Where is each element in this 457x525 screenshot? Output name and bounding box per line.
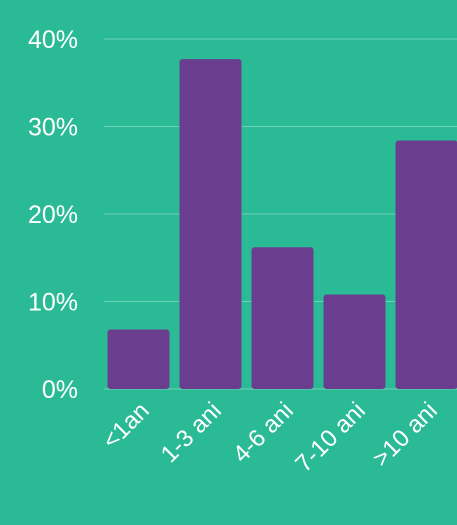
x-tick-label: 4-6 ani — [228, 397, 299, 468]
y-tick-label: 0% — [42, 376, 78, 404]
x-tick-label: 1-3 ani — [156, 397, 227, 468]
y-tick-label: 20% — [28, 201, 78, 229]
bar — [395, 140, 457, 389]
x-tick-label: <1an — [97, 397, 154, 454]
bar — [251, 247, 314, 389]
x-tick-label: 7-10 ani — [290, 397, 370, 477]
bar — [107, 329, 170, 389]
bar — [323, 294, 386, 389]
bars — [107, 59, 457, 389]
x-tick-label: >10 ani — [368, 397, 443, 472]
y-tick-label: 30% — [28, 114, 78, 142]
y-tick-label: 40% — [28, 26, 78, 54]
bar — [179, 59, 242, 389]
y-axis-ticks: 0% 10% 20% 30% 40% — [28, 26, 78, 404]
y-tick-label: 10% — [28, 289, 78, 317]
